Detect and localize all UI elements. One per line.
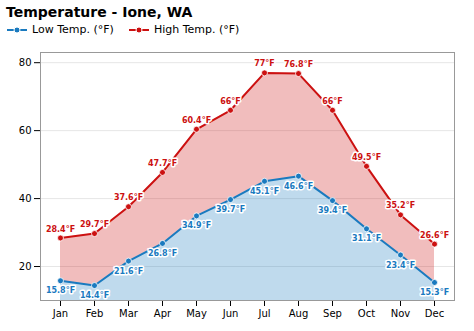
- svg-text:Apr: Apr: [154, 308, 172, 319]
- svg-text:Aug: Aug: [289, 308, 309, 319]
- svg-text:60.4°F: 60.4°F: [182, 116, 211, 125]
- svg-text:49.5°F: 49.5°F: [352, 153, 381, 162]
- html-text:Temperature - Ione, WA: Temperature - Ione, WA: [6, 4, 193, 20]
- svg-text:Oct: Oct: [358, 308, 375, 319]
- svg-text:35.2°F: 35.2°F: [386, 201, 415, 210]
- svg-text:31.1°F: 31.1°F: [352, 234, 381, 243]
- svg-text:39.7°F: 39.7°F: [216, 205, 245, 214]
- svg-text:77°F: 77°F: [254, 59, 275, 68]
- svg-text:80: 80: [19, 57, 32, 68]
- svg-text:26.8°F: 26.8°F: [148, 249, 177, 258]
- svg-text:66°F: 66°F: [220, 97, 241, 106]
- html-text:Low Temp. (°F): Low Temp. (°F): [32, 23, 114, 36]
- svg-text:Jan: Jan: [52, 308, 68, 319]
- svg-text:May: May: [186, 308, 207, 319]
- svg-text:21.6°F: 21.6°F: [114, 267, 143, 276]
- svg-text:26.6°F: 26.6°F: [420, 231, 449, 240]
- svg-text:66°F: 66°F: [322, 97, 343, 106]
- svg-text:Jul: Jul: [257, 308, 270, 319]
- svg-text:39.4°F: 39.4°F: [318, 206, 347, 215]
- svg-text:15.8°F: 15.8°F: [46, 286, 75, 295]
- svg-text:47.7°F: 47.7°F: [148, 159, 177, 168]
- svg-text:Mar: Mar: [119, 308, 139, 319]
- svg-text:45.1°F: 45.1°F: [250, 187, 279, 196]
- svg-text:Feb: Feb: [86, 308, 104, 319]
- svg-text:Sep: Sep: [323, 308, 342, 319]
- svg-text:23.4°F: 23.4°F: [386, 261, 415, 270]
- svg-text:34.9°F: 34.9°F: [182, 221, 211, 230]
- svg-text:28.4°F: 28.4°F: [46, 225, 75, 234]
- svg-text:15.3°F: 15.3°F: [420, 288, 449, 297]
- svg-text:37.6°F: 37.6°F: [114, 193, 143, 202]
- svg-text:60: 60: [19, 125, 32, 136]
- svg-text:20: 20: [19, 261, 32, 272]
- svg-text:29.7°F: 29.7°F: [80, 220, 109, 229]
- svg-text:76.8°F: 76.8°F: [284, 60, 313, 69]
- svg-text:Dec: Dec: [425, 308, 444, 319]
- svg-text:Nov: Nov: [391, 308, 411, 319]
- html-text:High Temp. (°F): High Temp. (°F): [153, 23, 240, 36]
- svg-text:Jun: Jun: [222, 308, 239, 319]
- svg-text:40: 40: [19, 193, 32, 204]
- svg-text:46.6°F: 46.6°F: [284, 182, 313, 191]
- svg-text:14.4°F: 14.4°F: [80, 291, 109, 300]
